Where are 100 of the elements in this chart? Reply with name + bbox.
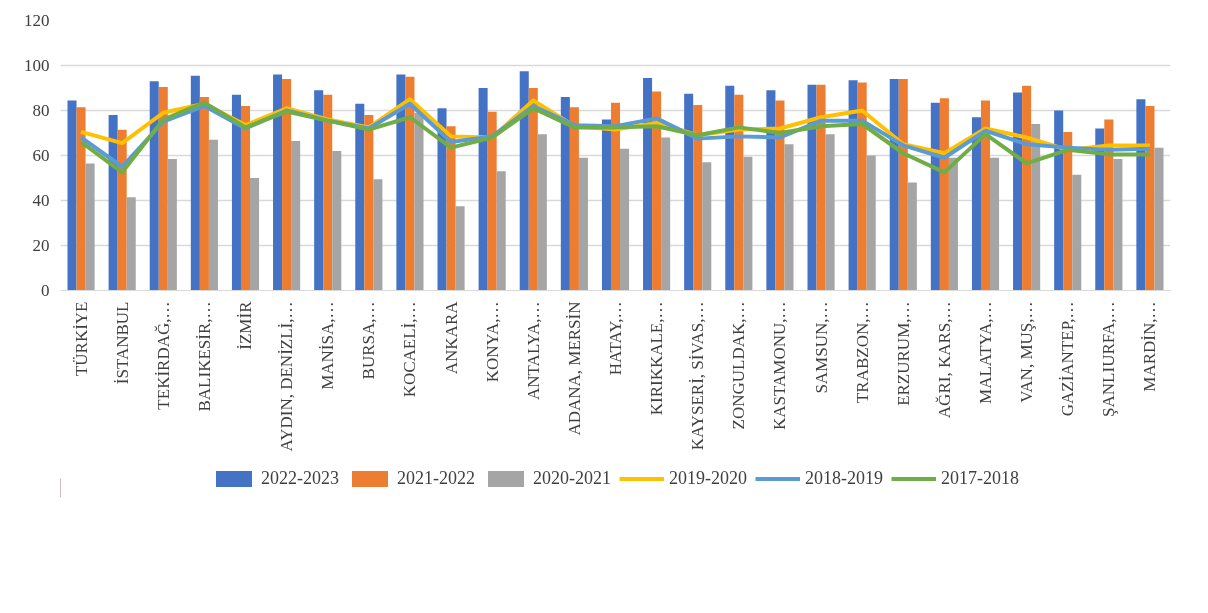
x-tick-label: İSTANBUL	[112, 301, 132, 385]
bar	[971, 117, 981, 291]
bar	[990, 157, 1000, 291]
bar	[980, 100, 991, 291]
bar	[190, 75, 200, 291]
x-tick-label: ZONGULDAK,…	[729, 301, 749, 430]
legend-label: 2017-2018	[941, 467, 1019, 489]
bar	[273, 74, 283, 291]
bar	[231, 94, 241, 291]
bar	[866, 155, 876, 291]
bar	[537, 134, 547, 291]
bar	[208, 139, 218, 291]
bar	[1072, 174, 1082, 291]
bar	[149, 81, 159, 291]
bar	[652, 91, 662, 291]
x-tick-label: BURSA,…	[359, 301, 379, 380]
y-tick-label: 80	[32, 101, 50, 120]
bar	[528, 88, 538, 291]
bar	[291, 140, 301, 291]
bar	[1113, 158, 1123, 291]
legend-label: 2022-2023	[261, 467, 339, 489]
x-tick-label: KASTAMONU,…	[770, 301, 790, 430]
bar	[1095, 128, 1105, 291]
bar	[578, 157, 588, 291]
bar	[939, 98, 949, 291]
bar	[108, 115, 118, 291]
x-tick-label: BALIKESİR,…	[194, 301, 214, 412]
bar	[323, 94, 333, 291]
bar	[496, 171, 506, 291]
x-tick-label: ŞANLIURFA,…	[1099, 301, 1119, 417]
bar	[610, 102, 621, 291]
bar	[405, 76, 415, 291]
bar	[601, 119, 611, 291]
legend-label: 2019-2020	[669, 467, 747, 489]
x-tick-label: MANİSA,…	[318, 301, 338, 390]
x-tick-label: VAN, MUŞ,…	[1017, 301, 1037, 403]
bar	[825, 134, 835, 291]
x-tick-label: ERZURUM,…	[893, 301, 913, 406]
x-tick-label: AYDIN, DENİZLİ,…	[277, 301, 297, 452]
y-tick-label: 20	[32, 236, 50, 255]
bar	[734, 94, 744, 291]
bar	[643, 77, 653, 291]
x-tick-label: KONYA,…	[482, 301, 502, 383]
bar	[414, 112, 424, 291]
y-tick-label: 100	[24, 56, 50, 75]
bar	[355, 103, 365, 291]
bar	[76, 107, 86, 291]
legend-label: 2021-2022	[397, 467, 475, 489]
x-tick-label: GAZİANTEP,…	[1058, 301, 1078, 417]
bar	[848, 80, 858, 291]
bar	[332, 151, 342, 291]
y-tick-label: 120	[24, 11, 50, 30]
x-tick-label: TEKİRDAĞ,…	[153, 301, 173, 410]
bar	[775, 100, 785, 291]
bar	[766, 90, 776, 291]
bar	[693, 104, 703, 291]
x-tick-label: TÜRKİYE	[71, 301, 91, 377]
x-tick-label: HATAY,…	[606, 301, 625, 376]
x-tick-label: KIRIKKALE,…	[647, 301, 667, 416]
x-tick-label: ANKARA	[441, 300, 461, 375]
bar	[1054, 110, 1064, 291]
bar	[1154, 147, 1164, 291]
y-tick-label: 0	[41, 281, 50, 300]
bar	[1104, 119, 1114, 291]
bar	[889, 79, 899, 291]
x-tick-label: ANTALYA,…	[523, 301, 543, 400]
x-tick-label: MARDİN,…	[1140, 301, 1160, 392]
bar	[1136, 99, 1146, 291]
bar	[1145, 106, 1155, 291]
bar	[1031, 124, 1041, 291]
bar	[807, 84, 817, 291]
bar	[67, 100, 77, 291]
bar	[282, 79, 292, 291]
bar	[446, 126, 456, 291]
bar	[455, 206, 465, 291]
legend-label: 2018-2019	[805, 467, 883, 489]
bar	[240, 106, 251, 291]
bar	[907, 182, 917, 291]
x-tick-label: AĞRI, KARS,…	[934, 301, 954, 419]
bar	[560, 97, 570, 291]
bar	[1063, 131, 1073, 291]
bar	[725, 85, 735, 291]
bar	[314, 90, 324, 291]
bar	[85, 163, 95, 291]
bar	[373, 179, 383, 291]
x-tick-label: İZMİR	[236, 300, 255, 350]
legend-label: 2020-2021	[533, 467, 611, 489]
bar	[784, 144, 794, 291]
bar	[930, 102, 940, 291]
x-tick-label: TRABZON,…	[852, 301, 872, 404]
bar	[661, 137, 671, 291]
x-tick-label: MALATYA,…	[976, 301, 995, 404]
x-tick-label: KOCAELİ,…	[400, 301, 420, 398]
bar	[396, 74, 406, 291]
y-tick-label: 40	[32, 191, 50, 210]
x-tick-label: SAMSUN,…	[811, 301, 831, 394]
bar	[158, 86, 168, 291]
x-tick-label: ADANA, MERSİN	[564, 301, 584, 436]
bar	[250, 178, 260, 291]
bar	[620, 148, 630, 291]
